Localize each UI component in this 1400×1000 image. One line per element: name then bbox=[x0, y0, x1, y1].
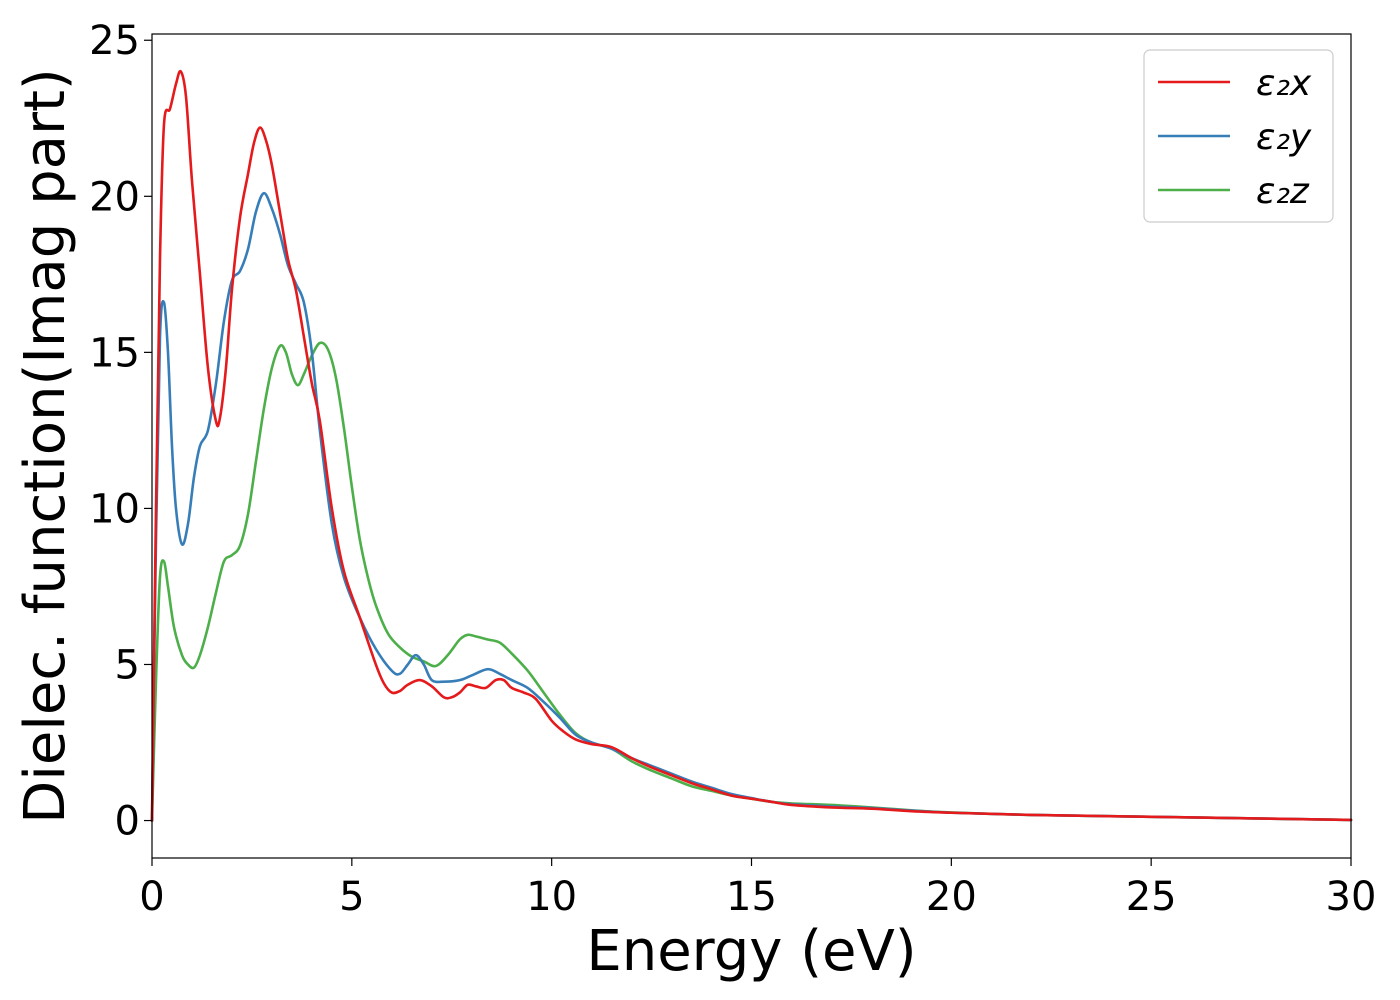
y-tick-label: 15 bbox=[89, 330, 140, 376]
y-tick-label: 20 bbox=[89, 174, 140, 220]
y-axis-label: Dielec. function(Imag part) bbox=[13, 68, 78, 824]
y-tick-label: 5 bbox=[115, 642, 140, 688]
y-tick-label: 0 bbox=[115, 799, 140, 845]
legend-label: ε₂x bbox=[1256, 63, 1312, 104]
y-axis: 0 5 10 15 20 25 bbox=[89, 18, 152, 845]
legend-label: ε₂z bbox=[1256, 171, 1310, 212]
x-tick-label: 20 bbox=[926, 874, 977, 920]
x-axis-label: Energy (eV) bbox=[586, 919, 916, 984]
series-layer bbox=[150, 69, 1353, 822]
x-tick-label: 10 bbox=[526, 874, 577, 920]
legend-label: ε₂y bbox=[1256, 117, 1312, 158]
x-tick-label: 30 bbox=[1326, 874, 1377, 920]
x-tick-label: 15 bbox=[726, 874, 777, 920]
legend: ε₂x ε₂y ε₂z bbox=[1143, 49, 1334, 223]
x-tick-label: 5 bbox=[339, 874, 364, 920]
y-tick-label: 10 bbox=[89, 486, 140, 532]
series-line-z bbox=[150, 341, 1353, 822]
y-tick-label: 25 bbox=[89, 18, 140, 64]
x-tick-label: 25 bbox=[1126, 874, 1177, 920]
legend-box bbox=[1143, 49, 1334, 223]
x-tick-label: 0 bbox=[139, 874, 164, 920]
x-axis: 0 5 10 15 20 25 30 bbox=[139, 858, 1376, 920]
series-line-x bbox=[150, 69, 1353, 822]
